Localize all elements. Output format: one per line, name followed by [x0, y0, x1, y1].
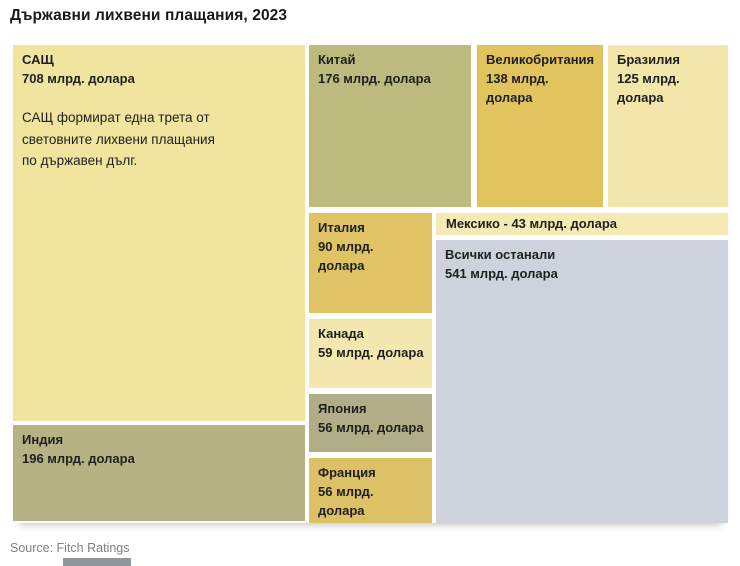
tile-value: 138 млрд. долара — [486, 70, 549, 105]
tile-value: 59 млрд. долара — [318, 344, 424, 360]
tile-value: 541 млрд. долара — [445, 265, 558, 281]
treemap-tile-japan[interactable]: Япония 56 млрд. долара — [309, 394, 432, 452]
tile-country-name: Бразилия — [617, 52, 680, 67]
tile-country-name: Япония — [318, 401, 367, 416]
tile-country-name: Канада — [318, 326, 364, 341]
tile-country-name: Индия — [22, 432, 64, 447]
usa-annotation: САЩ формират една трета от световните ли… — [22, 109, 215, 169]
treemap-tile-mexico[interactable]: Мексико - 43 млрд. долара — [436, 213, 728, 235]
cropped-edge-artifact — [63, 558, 131, 566]
treemap-tile-uk[interactable]: Великобритания 138 млрд. долара — [477, 45, 603, 207]
tile-country-name: Франция — [318, 465, 376, 480]
tile-value: 125 млрд. долара — [617, 70, 680, 105]
treemap-tile-china[interactable]: Китай 176 млрд. долара — [309, 45, 471, 207]
tile-country-name: САЩ — [22, 52, 54, 67]
treemap-tile-all-others[interactable]: Всички останали 541 млрд. долара — [436, 240, 728, 523]
treemap-tile-india[interactable]: Индия 196 млрд. долара — [13, 425, 305, 521]
chart-title: Държавни лихвени плащания, 2023 — [10, 7, 288, 24]
tile-country-name: Всички останали — [445, 247, 556, 262]
tile-value: 56 млрд. долара — [318, 419, 424, 435]
treemap: САЩ 708 млрд. долара САЩ формират една т… — [13, 45, 728, 523]
treemap-tile-france[interactable]: Франция 56 млрд. долара — [309, 458, 432, 523]
treemap-tile-brazil[interactable]: Бразилия 125 млрд. долара — [608, 45, 728, 207]
treemap-tile-italy[interactable]: Италия 90 млрд. долара — [309, 213, 432, 313]
tile-value: 196 млрд. долара — [22, 450, 135, 466]
tile-value: 90 млрд. долара — [318, 238, 374, 273]
tile-country-name: Великобритания — [486, 52, 595, 67]
tile-country-name: Китай — [318, 52, 356, 67]
treemap-tile-canada[interactable]: Канада 59 млрд. долара — [309, 319, 432, 388]
chart-source: Source: Fitch Ratings — [10, 541, 130, 555]
tile-inline-label: Мексико - 43 млрд. долара — [446, 215, 618, 231]
tile-country-name: Италия — [318, 220, 365, 235]
treemap-tile-usa[interactable]: САЩ 708 млрд. долара САЩ формират една т… — [13, 45, 305, 421]
tile-value: 56 млрд. долара — [318, 483, 374, 518]
tile-value: 176 млрд. долара — [318, 70, 431, 86]
tile-value: 708 млрд. долара — [22, 70, 135, 86]
